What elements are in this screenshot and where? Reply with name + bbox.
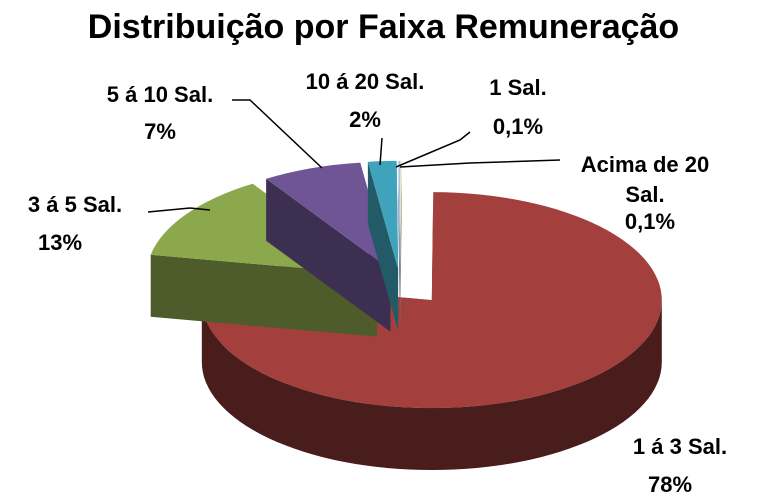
slice-side: [367, 161, 399, 331]
slice-top: [201, 192, 662, 409]
slice-value: 13%: [37, 230, 83, 255]
slices: [150, 160, 662, 471]
slice-top: [367, 160, 399, 269]
slice-label: Acima de 20 Sal.: [580, 152, 710, 207]
leader-lines: [147, 99, 561, 213]
slice-value: 0,1%: [624, 209, 676, 234]
slice-value: 2%: [349, 107, 381, 132]
slice-value: 78%: [647, 472, 693, 497]
leader-line: [232, 99, 323, 169]
slice-value: 7%: [144, 119, 176, 144]
slice-top: [398, 160, 400, 269]
leader-line: [147, 207, 211, 213]
leader-line: [379, 137, 383, 166]
slice-top: [400, 160, 402, 269]
slice-label: 1 Sal.: [489, 75, 547, 100]
slice-label: 5 á 10 Sal.: [106, 82, 214, 107]
slice-label: 10 á 20 Sal.: [305, 69, 425, 94]
slice-side: [266, 178, 391, 332]
leader-line: [399, 159, 561, 168]
slice-label: 1 á 3 Sal.: [632, 434, 728, 459]
leader-line: [395, 131, 471, 168]
slice-value: 0,1%: [492, 114, 544, 139]
slice: [400, 160, 402, 331]
chart-title: Distribuição por Faixa Remuneração: [87, 8, 680, 46]
slice-side: [400, 160, 402, 331]
slice-side: [398, 160, 400, 331]
slice-top: [266, 162, 391, 270]
slice-label: 3 á 5 Sal.: [27, 192, 123, 217]
slice-side: [201, 300, 662, 471]
slice: [398, 160, 400, 331]
slice: [367, 160, 399, 331]
